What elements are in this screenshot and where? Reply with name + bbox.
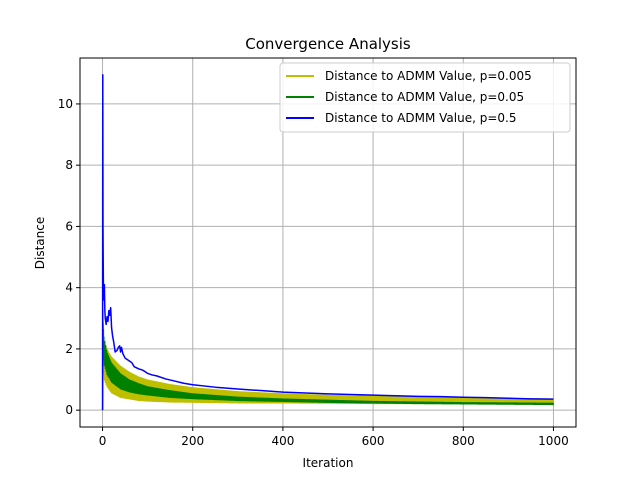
- legend-label: Distance to ADMM Value, p=0.5: [325, 111, 516, 125]
- x-tick-label: 600: [362, 434, 385, 448]
- x-tick-label: 1000: [538, 434, 569, 448]
- axes-frame: [79, 57, 577, 428]
- x-tick-label: 800: [452, 434, 475, 448]
- y-axis-label: Distance: [33, 217, 47, 269]
- series-line-0: [101, 309, 555, 411]
- chart-title: Convergence Analysis: [245, 35, 411, 53]
- legend-label: Distance to ADMM Value, p=0.005: [325, 69, 532, 83]
- y-tick-label: 8: [65, 158, 73, 172]
- y-tick-label: 4: [65, 281, 73, 295]
- series-line-1: [101, 321, 555, 411]
- legend: Distance to ADMM Value, p=0.005 Distance …: [279, 62, 571, 133]
- legend-label: Distance to ADMM Value, p=0.05: [325, 90, 524, 104]
- plot-area: [101, 74, 555, 411]
- x-axis-label: Iteration: [303, 456, 354, 470]
- series-line-2: [101, 74, 554, 411]
- y-tick-label: 10: [58, 97, 73, 111]
- legend-box: [279, 62, 571, 133]
- y-tick-label: 0: [65, 403, 73, 417]
- y-tick-label: 6: [65, 219, 73, 233]
- x-tick-label: 200: [181, 434, 204, 448]
- x-tick-label: 400: [271, 434, 294, 448]
- x-tick-label: 0: [99, 434, 107, 448]
- ticks: 0 200 400 600 800 1000 0 2 4 6 8 10: [58, 97, 569, 448]
- y-tick-label: 2: [65, 342, 73, 356]
